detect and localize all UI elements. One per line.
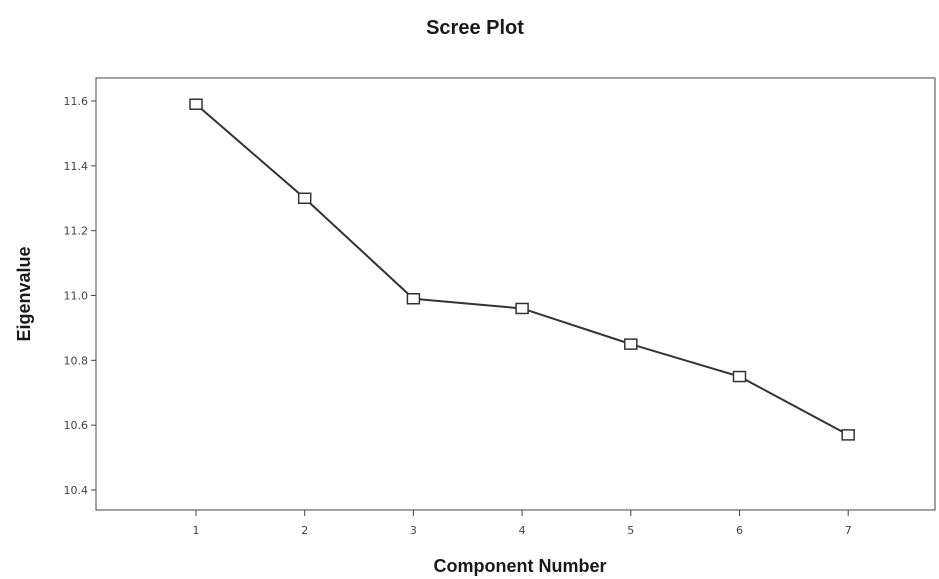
data-point-marker	[732, 370, 747, 383]
plot-frame	[95, 77, 936, 511]
x-axis: 1 2 3 4 5 6 7	[193, 510, 852, 537]
y-axis-label: Eigenvalue	[14, 246, 34, 341]
x-tick-label: 7	[845, 524, 852, 537]
data-point-marker	[189, 98, 203, 110]
x-tick-label: 3	[410, 524, 417, 537]
y-tick-label: 10.4	[64, 484, 89, 497]
x-tick-label: 1	[193, 524, 200, 537]
chart-title: Scree Plot	[426, 17, 524, 39]
data-point-marker	[515, 302, 529, 315]
x-tick-label: 5	[627, 524, 634, 537]
y-axis: 10.4 10.6 10.8 11.0 11.2 11.4 11.6	[64, 95, 96, 497]
series-line	[195, 103, 849, 436]
data-point-marker	[841, 429, 855, 441]
data-point-marker	[406, 292, 421, 305]
x-tick-label: 4	[519, 524, 526, 537]
x-tick-label: 2	[301, 524, 308, 537]
x-tick-label: 6	[736, 524, 743, 537]
y-tick-label: 11.0	[64, 290, 89, 303]
y-tick-label: 10.6	[64, 419, 89, 432]
y-tick-label: 11.2	[64, 225, 89, 238]
data-point-marker	[624, 338, 638, 350]
y-tick-label: 10.8	[64, 354, 89, 367]
plot-area	[95, 77, 936, 511]
data-point-marker	[297, 192, 312, 204]
y-tick-label: 11.4	[64, 160, 89, 173]
x-axis-label: Component Number	[434, 556, 607, 576]
y-tick-label: 11.6	[64, 95, 89, 108]
series-layer	[189, 98, 855, 441]
